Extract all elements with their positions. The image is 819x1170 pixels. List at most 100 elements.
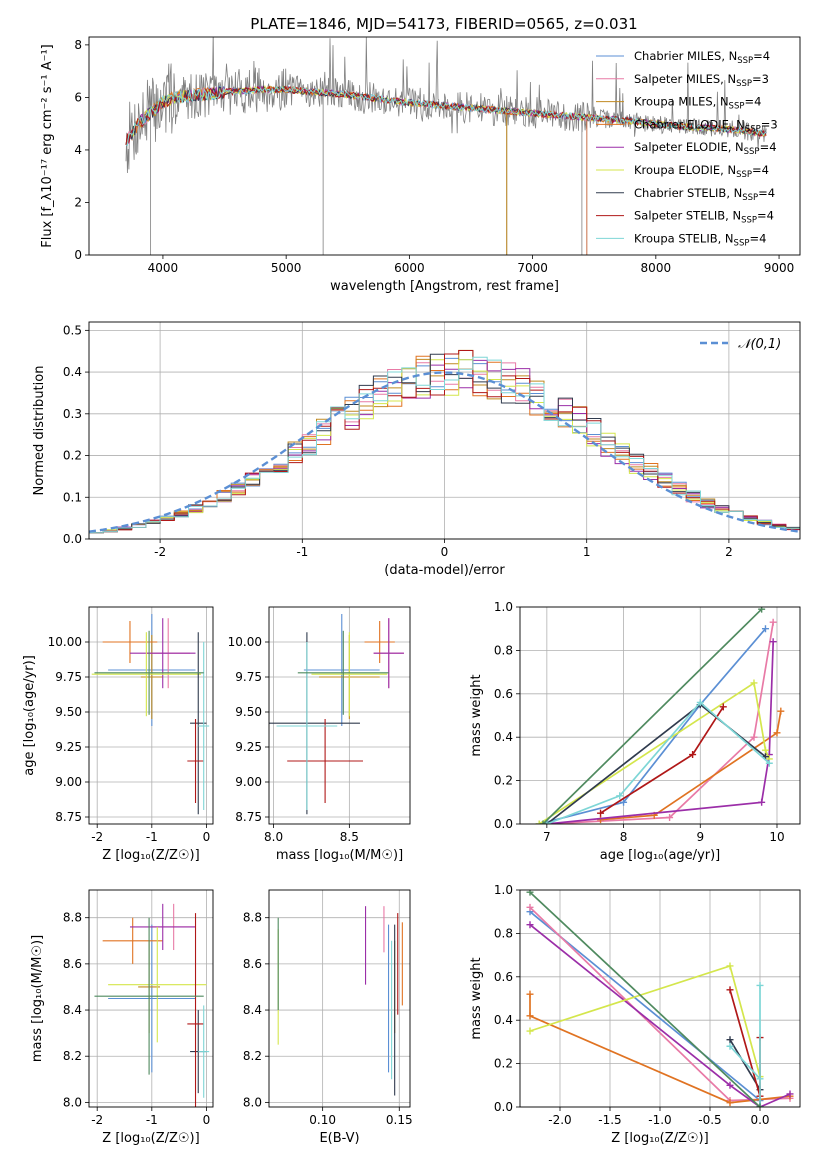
weight-marker-kroupa-stelib <box>726 1042 734 1050</box>
legend-entry-sub: SSP <box>744 147 760 157</box>
x-tick-label: 0.0 <box>750 1113 769 1127</box>
figure-title: PLATE=1846, MJD=54173, FIBERID=0565, z=0… <box>250 15 637 33</box>
x-tick-label: 7 <box>543 830 551 844</box>
plot-area <box>526 890 794 1107</box>
x-tick-label: 8.0 <box>264 830 283 844</box>
ebv-mass-panel: 0.10 0.15 8.0 8.2 8.4 8.6 8.8 E(B-V) <box>243 889 413 1146</box>
legend-entry-main: Kroupa ELODIE, N <box>634 163 736 177</box>
weight-marker-p3-extra <box>539 820 547 824</box>
age-weight-panel: 7 8 9 10 0.0 0.2 0.4 0.6 0.8 1.0 age [log₁₀(age/yr… <box>469 600 801 863</box>
legend-entry-main: Kroupa STELIB, N <box>634 231 734 245</box>
x-axis-label: Z [log₁₀(Z/Z☉)] <box>611 1131 708 1146</box>
plot-area <box>125 37 767 255</box>
x-tick-label: 4000 <box>148 261 179 275</box>
weight-marker-salpeter-miles <box>666 813 674 821</box>
weight-marker-chabrier-stelib <box>726 1036 734 1044</box>
y-tick-label: 1.0 <box>494 883 513 897</box>
y-tick-label: 0.0 <box>63 532 82 546</box>
legend-entry-tail: =4 <box>753 49 770 63</box>
y-tick-label: 9.75 <box>235 670 262 684</box>
weight-line-salpeter-elodie <box>529 924 791 1107</box>
x-axis-label: Z [log₁₀(Z/Z☉)] <box>102 1131 199 1146</box>
y-tick-label: 0.2 <box>63 449 82 463</box>
x-tick-label: -1 <box>296 545 308 559</box>
weight-marker-chabrier-elodie <box>773 729 781 737</box>
model-spectrum-kroupa-stelib <box>125 85 767 146</box>
y-tick-label: 1.0 <box>494 600 513 614</box>
x-tick-label: 6000 <box>394 261 425 275</box>
legend-entry-main: Salpeter MILES, N <box>634 72 736 86</box>
y-tick-label: 0.4 <box>494 1013 513 1027</box>
gaussian-curve <box>89 371 800 533</box>
axes-frame <box>88 889 214 1108</box>
weight-marker-p3-extra <box>526 890 534 896</box>
y-tick-label: 0.5 <box>63 323 82 337</box>
y-tick-label: 0.0 <box>494 1100 513 1114</box>
weight-marker-salpeter-elodie <box>726 1081 734 1089</box>
legend-entry: Kroupa STELIB, NSSP=4 <box>634 231 766 248</box>
metallicity-weight-panel: -2.0 -1.5 -1.0 -0.5 0.0 0.0 0.2 0.4 0.6 0.8 1.0 Z [… <box>469 883 801 1146</box>
plot-area <box>277 906 403 1096</box>
legend-gaussian-label: 𝒩(0,1) <box>738 337 781 352</box>
x-axis-label: wavelength [Angstrom, rest frame] <box>330 279 559 294</box>
y-tick-label: 6 <box>74 90 82 104</box>
weight-marker-chabrier-miles <box>620 798 628 806</box>
x-tick-label: 0.10 <box>309 1113 336 1127</box>
x-tick-label: -1 <box>146 1113 158 1127</box>
x-tick-label: 8000 <box>641 261 672 275</box>
y-tick-label: 0.4 <box>63 365 82 379</box>
x-tick-label: -2 <box>154 545 166 559</box>
weight-marker-kroupa-stelib <box>765 759 773 767</box>
legend-entry-sub: SSP <box>737 56 753 66</box>
legend-entry: Chabrier MILES, NSSP=4 <box>634 49 770 66</box>
x-tick-label: 0 <box>203 1113 211 1127</box>
weight-marker-kroupa-stelib <box>756 981 764 989</box>
weight-marker-salpeter-elodie <box>758 798 766 806</box>
legend-entry: Salpeter MILES, NSSP=3 <box>634 72 769 89</box>
legend-entry-tail: =4 <box>744 95 761 109</box>
weight-line-kroupa-elodie <box>538 681 771 824</box>
axes-frame <box>88 36 801 256</box>
x-tick-label: 5000 <box>271 261 302 275</box>
weight-marker-salpeter-miles <box>769 618 777 626</box>
legend-entry-tail: =3 <box>752 72 769 86</box>
weight-line-salpeter-stelib <box>600 706 725 814</box>
legend-entry-tail: =4 <box>749 231 766 245</box>
weight-marker-salpeter-stelib <box>597 809 605 817</box>
weight-marker-chabrier-elodie <box>726 1099 734 1107</box>
x-axis-label: Z [log₁₀(Z/Z☉)] <box>102 848 199 863</box>
weight-marker-kroupa-stelib <box>696 698 704 706</box>
residual-histogram-panel: -2 -1 0 1 2 0.0 0.1 0.2 0.3 0.4 0.5 (data-model)/er… <box>32 321 801 578</box>
y-tick-label: 8 <box>74 38 82 52</box>
plot-area <box>94 903 210 1107</box>
y-tick-label: 0.1 <box>63 490 82 504</box>
y-tick-label: 8.6 <box>63 957 82 971</box>
legend-entry: Kroupa ELODIE, NSSP=4 <box>634 163 769 180</box>
x-tick-label: -2.0 <box>548 1113 571 1127</box>
plot-area <box>269 614 404 815</box>
legend-entry: Kroupa MILES, NSSP=4 <box>634 95 761 112</box>
weight-marker-kroupa-stelib <box>756 1075 764 1083</box>
legend-entry-main: Salpeter ELODIE, N <box>634 140 744 154</box>
legend-entry: Salpeter ELODIE, NSSP=4 <box>634 140 777 157</box>
y-tick-label: 9.25 <box>235 740 262 754</box>
axes-frame <box>519 606 801 825</box>
weight-marker-kroupa-elodie <box>726 962 734 970</box>
y-tick-label: 10.00 <box>228 635 262 649</box>
weight-line-kroupa-stelib <box>546 701 770 824</box>
weight-line-kroupa-stelib <box>729 985 761 1107</box>
y-tick-label: 0.8 <box>494 926 513 940</box>
y-tick-label: 8.0 <box>63 1095 82 1109</box>
legend-entry-tail: =3 <box>761 117 778 131</box>
weight-marker-salpeter-elodie <box>769 638 777 646</box>
legend-entry-main: Kroupa MILES, N <box>634 95 729 109</box>
y-tick-label: 8.6 <box>243 957 262 971</box>
legend-entry-sub: SSP <box>736 79 752 89</box>
weight-marker-kroupa-elodie <box>526 1027 534 1035</box>
legend-entry: Chabrier STELIB, NSSP=4 <box>634 186 775 203</box>
x-tick-label: 2 <box>725 545 733 559</box>
y-tick-label: 8.4 <box>243 1003 262 1017</box>
x-tick-label: 0 <box>441 545 449 559</box>
plot-area <box>91 614 210 815</box>
